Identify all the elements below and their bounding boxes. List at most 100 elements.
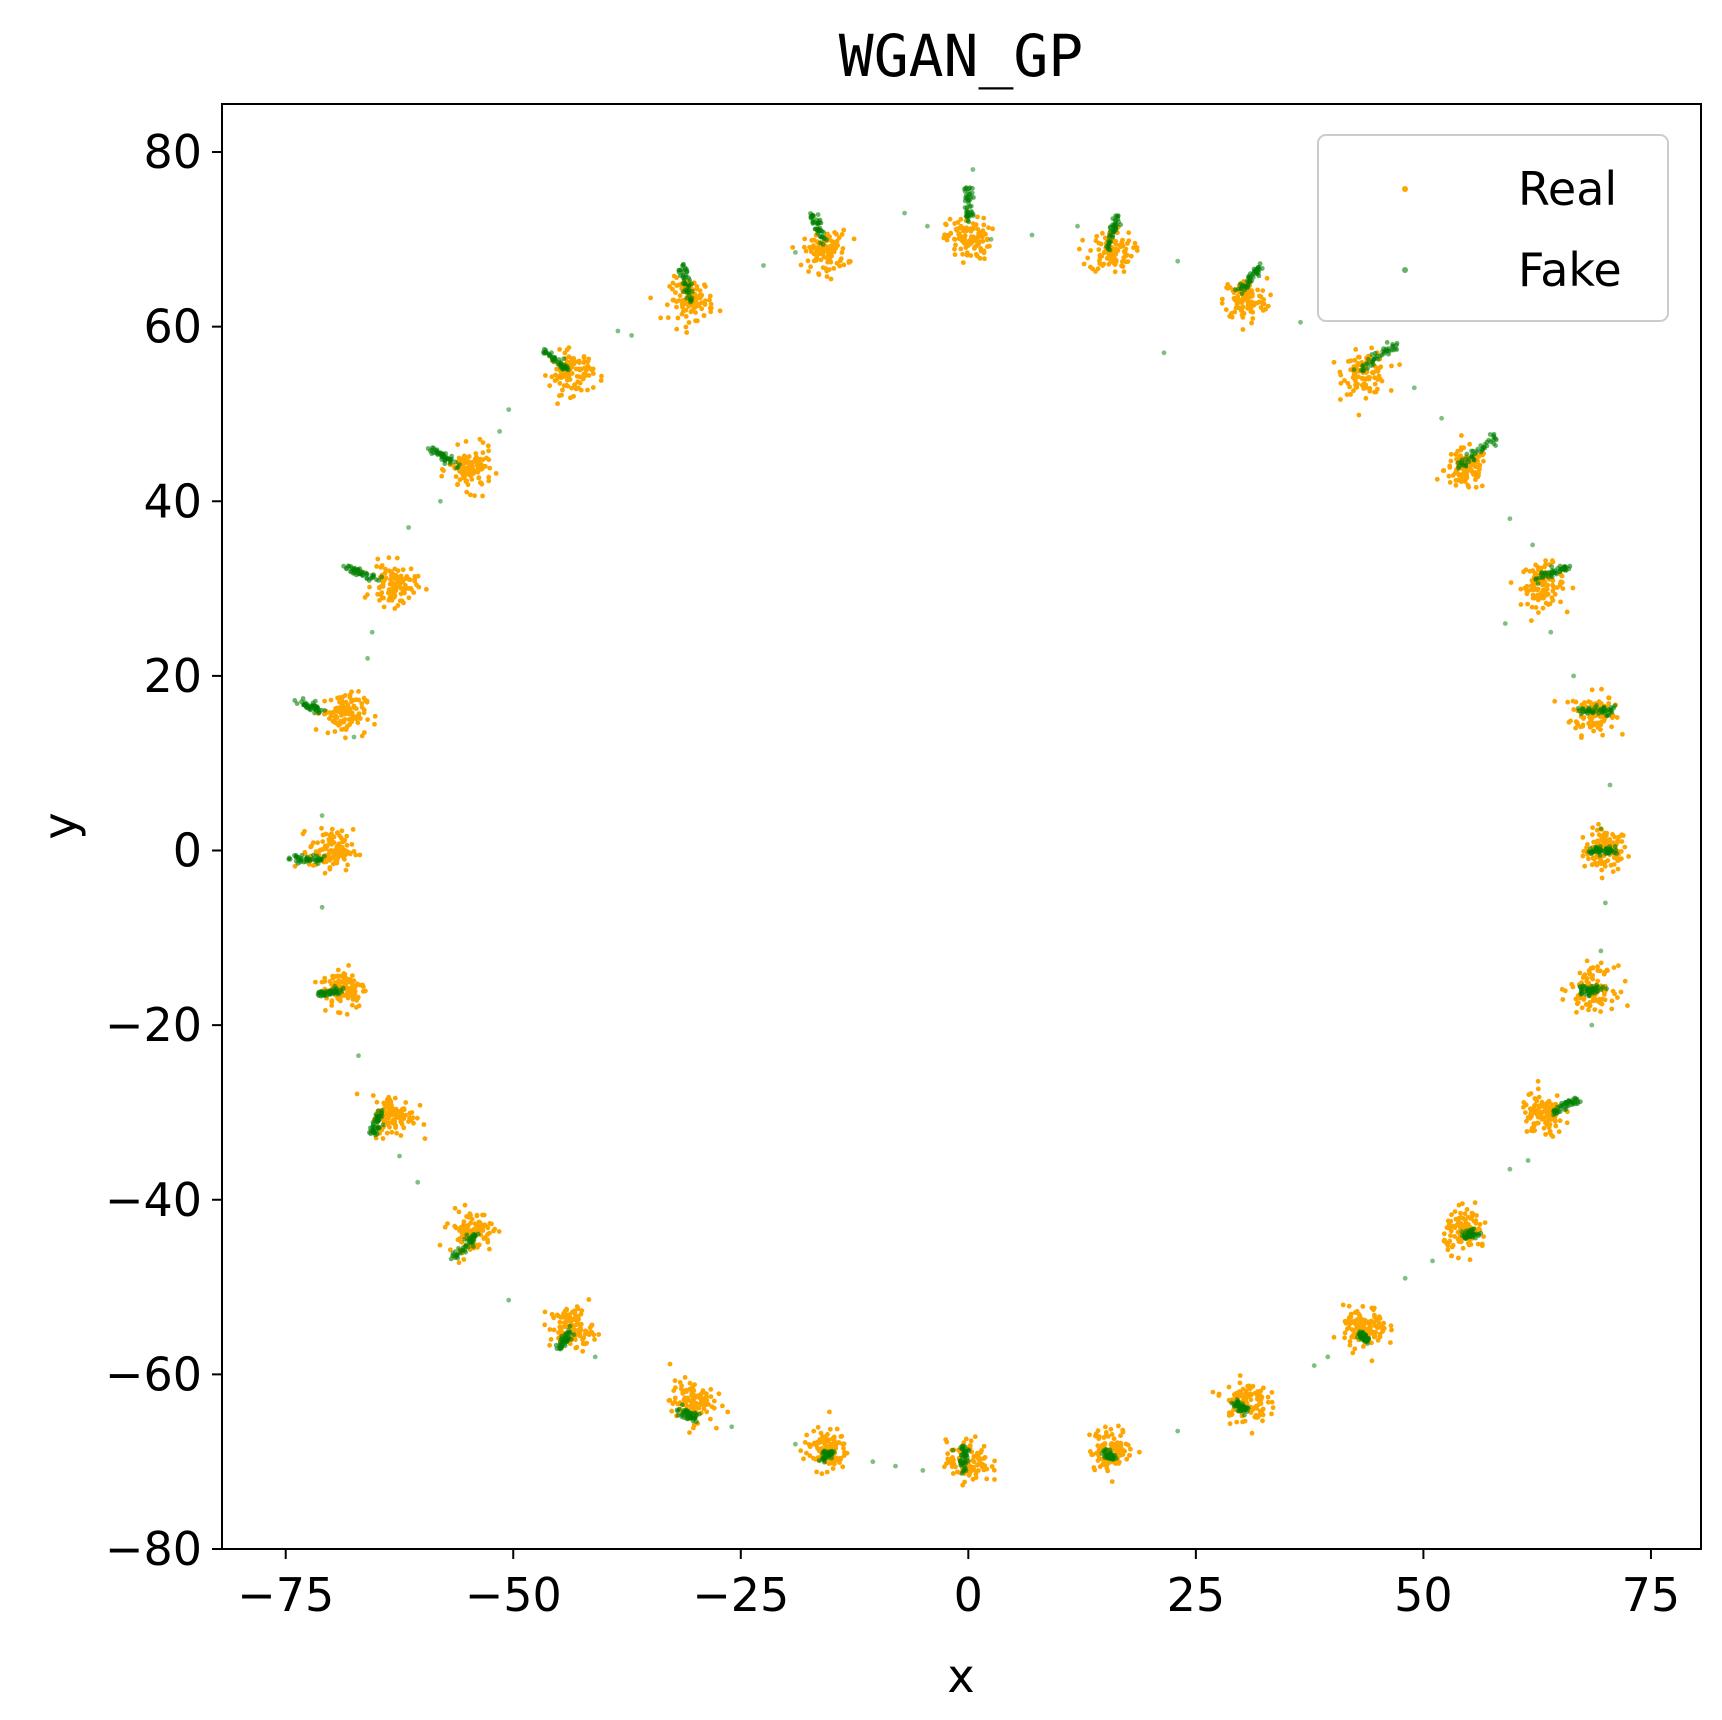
- real-point: [355, 981, 360, 987]
- fake-point: [1430, 1258, 1435, 1264]
- fake-point: [810, 212, 816, 218]
- fake-point: [1161, 350, 1167, 356]
- real-point: [1590, 995, 1596, 1001]
- real-point: [1557, 1118, 1563, 1124]
- real-point: [553, 372, 558, 378]
- real-point: [347, 692, 353, 698]
- fake-point: [679, 1402, 685, 1408]
- real-point: [1473, 477, 1478, 483]
- fake-point: [814, 217, 819, 223]
- real-point: [968, 253, 974, 258]
- real-point: [821, 1440, 827, 1445]
- fake-point: [571, 1332, 577, 1338]
- y-tick-label: 40: [143, 474, 202, 528]
- real-point: [344, 833, 350, 839]
- real-point: [1575, 1000, 1581, 1005]
- fake-point: [365, 656, 370, 661]
- fake-point: [1539, 570, 1544, 575]
- real-point: [1397, 362, 1402, 367]
- real-point: [1350, 1350, 1356, 1356]
- real-point: [816, 251, 822, 256]
- fake-point: [1560, 566, 1566, 572]
- real-point: [1536, 1094, 1542, 1100]
- fake-point: [469, 1234, 475, 1240]
- real-point: [1226, 1384, 1232, 1390]
- real-point: [362, 595, 368, 600]
- real-point: [1255, 1397, 1261, 1402]
- fake-point: [1601, 704, 1607, 710]
- real-point: [1234, 1419, 1240, 1425]
- real-point: [439, 473, 445, 479]
- x-axis: −75 −50 −25 0 25 50 75: [237, 1549, 1680, 1622]
- real-point: [1225, 285, 1231, 291]
- y-tick-label: −40: [105, 1173, 202, 1227]
- real-point: [549, 1311, 555, 1317]
- real-point: [981, 1467, 987, 1473]
- real-point: [971, 225, 976, 231]
- real-point: [577, 360, 582, 366]
- real-point: [851, 236, 857, 242]
- real-point: [568, 1319, 574, 1325]
- real-point: [1347, 1342, 1353, 1348]
- real-point: [331, 834, 337, 840]
- real-point: [1584, 845, 1589, 851]
- real-point: [1529, 604, 1535, 610]
- real-point: [955, 220, 961, 225]
- real-point: [585, 359, 591, 364]
- real-point: [1580, 853, 1586, 859]
- real-point: [1375, 1337, 1381, 1343]
- fake-point: [1554, 571, 1559, 577]
- real-point: [341, 975, 347, 981]
- real-point: [462, 1227, 468, 1232]
- real-point: [459, 466, 465, 472]
- fake-point: [970, 167, 976, 172]
- real-point: [1095, 1428, 1101, 1434]
- real-point: [1137, 1449, 1142, 1455]
- real-point: [395, 603, 401, 608]
- real-point: [486, 457, 492, 463]
- real-point: [1457, 1225, 1463, 1231]
- real-point: [401, 1116, 407, 1121]
- plot-frame: [221, 103, 1702, 1550]
- real-point: [1592, 860, 1598, 866]
- real-point: [1598, 727, 1603, 732]
- fake-point: [375, 1119, 380, 1125]
- real-point: [670, 1401, 676, 1407]
- real-point: [1527, 568, 1533, 574]
- real-point: [824, 1469, 830, 1475]
- real-point: [461, 453, 467, 459]
- real-point: [1609, 998, 1615, 1004]
- real-point: [814, 1469, 819, 1475]
- real-point: [1605, 858, 1611, 863]
- real-point: [827, 1409, 832, 1415]
- real-point: [1465, 1214, 1471, 1220]
- real-point: [1522, 585, 1528, 591]
- fake-point: [1555, 565, 1561, 571]
- x-tick-label: 75: [1622, 1568, 1681, 1622]
- x-tick-label: −50: [465, 1568, 562, 1622]
- real-point: [1535, 1086, 1541, 1092]
- real-point: [945, 1451, 951, 1457]
- real-point: [1242, 1396, 1248, 1402]
- fake-point: [825, 1455, 831, 1460]
- real-point: [327, 866, 333, 872]
- real-point: [586, 1297, 592, 1302]
- real-point: [1118, 1452, 1123, 1458]
- real-point: [337, 833, 343, 839]
- real-point: [966, 243, 971, 248]
- fake-point: [1597, 853, 1603, 858]
- real-point: [323, 1008, 328, 1013]
- fake-point: [686, 283, 692, 289]
- fake-point: [1566, 566, 1572, 572]
- real-point: [456, 1260, 462, 1266]
- fake-point: [331, 990, 337, 996]
- real-point: [459, 1230, 465, 1236]
- real-point: [1360, 1304, 1366, 1309]
- real-point: [557, 347, 562, 352]
- real-point: [1573, 719, 1579, 725]
- real-point: [669, 1408, 675, 1414]
- real-point: [831, 266, 837, 271]
- real-point: [1103, 1424, 1108, 1430]
- real-point: [1523, 1102, 1529, 1108]
- fake-point: [1238, 285, 1244, 291]
